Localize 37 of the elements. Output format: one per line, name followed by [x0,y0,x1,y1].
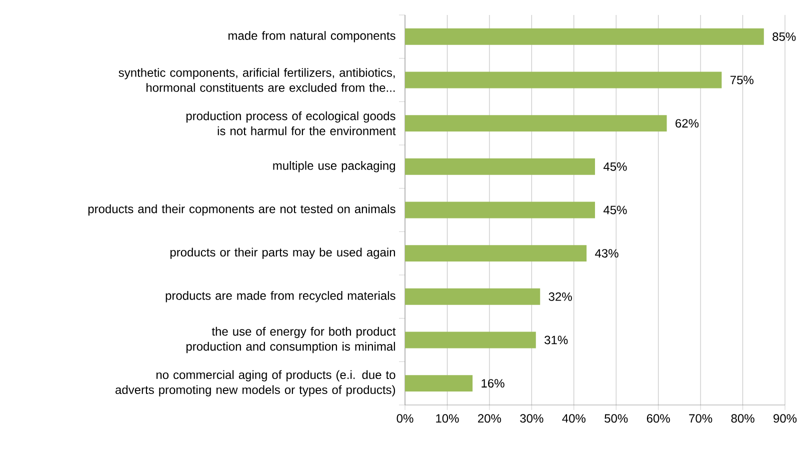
data-label: 45% [603,162,627,171]
data-label: 31% [544,336,568,344]
data-label: 45% [603,206,627,214]
bar [405,158,596,175]
x-tick-label: 50% [604,414,628,423]
data-label: 43% [595,249,618,258]
bar [405,28,764,45]
x-tick-label: 90% [774,414,797,423]
bar [405,245,587,262]
x-tick-label: 70% [689,414,712,423]
x-tick-label: 0% [396,414,414,423]
data-label: 62% [676,119,699,128]
bar [405,288,540,305]
data-label: 75% [730,76,754,84]
data-label: 32% [548,292,572,301]
bar [405,115,667,132]
y-tick-label: products or their parts may be used again [170,248,395,259]
bar [405,332,536,348]
y-tick-label: made from natural components [228,31,396,42]
x-tick-label: 30% [520,414,544,423]
data-label: 16% [482,379,504,388]
y-tick-label: multiple use packaging [273,161,395,172]
y-tick-label: the use of energy for both product production and consumption is minimal [186,326,396,354]
bar [405,202,596,218]
data-label: 85% [772,32,796,41]
x-tick-label: 10% [436,414,459,423]
x-tick-label: 40% [562,414,586,423]
y-tick-label: products are made from recycled materials [166,291,396,302]
y-tick-label: production process of ecological goods is not harmul for the environment [186,111,396,136]
x-tick-label: 20% [478,414,502,423]
y-tick-label: no commercial aging of products (e.i. due to adverts promoting new models or types of products) [116,370,396,396]
x-tick-label: 60% [646,414,670,423]
y-tick-label: products and their copmonents are not tested on animals [88,204,396,216]
bar [405,72,722,88]
bar [405,375,473,392]
x-tick-label: 80% [731,414,754,423]
y-tick-label: synthetic components, arificial fertilizers, antibiotics, hormonal constituents are excluded from the... [118,68,395,92]
